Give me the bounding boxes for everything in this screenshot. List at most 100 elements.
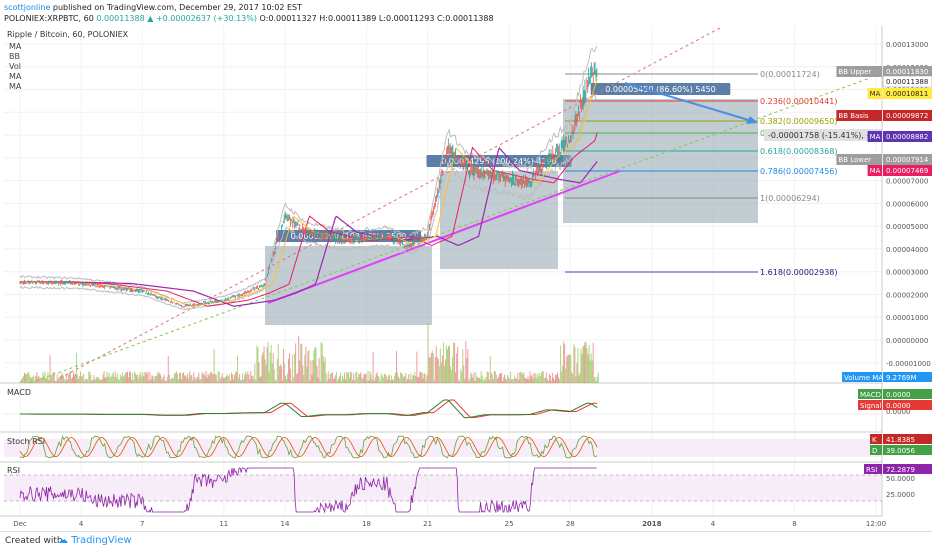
volume-bar: [184, 375, 186, 383]
volume-bar: [521, 372, 523, 383]
volume-bar: [312, 359, 314, 383]
volume-bar: [318, 357, 320, 383]
volume-bar: [138, 378, 140, 383]
volume-bar: [364, 374, 366, 383]
projection-arrow-head: [746, 116, 758, 124]
volume-bar: [90, 374, 92, 383]
volume-bar: [338, 375, 340, 383]
volume-bar: [593, 378, 595, 383]
volume-bar: [202, 372, 204, 383]
volume-bar: [563, 341, 565, 383]
volume-bar: [525, 378, 527, 383]
volume-bar: [373, 380, 375, 383]
volume-bar: [569, 354, 571, 383]
volume-bar: [185, 375, 187, 383]
volume-bar: [490, 372, 492, 383]
price-label-name-bg: [836, 110, 882, 121]
volume-bar: [248, 374, 250, 383]
volume-bar: [259, 377, 261, 383]
time-axis-tick: 12:00: [866, 520, 886, 528]
rsi-label-name-bg: [864, 464, 882, 474]
volume-bar: [66, 379, 68, 383]
volume-bar: [404, 376, 406, 383]
volume-bar: [33, 375, 35, 383]
rsi-axis-tick: 25.0000: [886, 491, 915, 499]
volume-bar: [47, 372, 49, 383]
price-label-value: 0.00008882: [886, 133, 928, 141]
macd-axis-tick: 0.0000: [886, 408, 911, 416]
volume-bar: [339, 372, 341, 383]
volume-bar: [286, 373, 288, 383]
volume-bar: [238, 378, 240, 383]
volume-bar: [388, 374, 390, 383]
volume-bar: [444, 359, 446, 383]
volume-bar: [204, 375, 206, 383]
volume-bar: [556, 375, 558, 383]
volume-bar: [362, 378, 364, 383]
volume-bar: [420, 372, 422, 383]
volume-bar: [272, 353, 274, 383]
volume-bar: [124, 372, 126, 383]
volume-bar: [117, 378, 119, 383]
volume-bar: [559, 379, 561, 383]
volume-bar: [564, 344, 566, 383]
volume-bar: [227, 376, 229, 383]
volume-bar: [298, 335, 300, 383]
volume-bar: [175, 371, 177, 383]
price-axis-tick: 0.00001000: [886, 314, 928, 322]
volume-bar: [105, 376, 107, 383]
volume-bar: [128, 377, 130, 383]
ma-mid-line: [20, 132, 598, 307]
volume-bar: [455, 372, 457, 383]
volume-bar: [575, 376, 577, 383]
volume-bar: [116, 373, 118, 383]
volume-bar: [484, 379, 486, 383]
volume-bar: [293, 377, 295, 383]
volume-bar: [523, 372, 525, 383]
author-link[interactable]: scottjonline: [4, 3, 51, 12]
fib-level-label: 1.618(0.00002938): [760, 268, 838, 277]
volume-bar: [278, 366, 280, 383]
ohlc-values: O:0.00011327 H:0.00011389 L:0.00011293 C…: [259, 14, 494, 23]
volume-bar: [479, 379, 481, 383]
volume-bar: [450, 366, 452, 383]
volume-bar: [39, 378, 41, 383]
volume-bar: [504, 374, 506, 383]
volume-bar: [503, 377, 505, 383]
volume-bar: [57, 378, 59, 383]
volume-bar: [334, 375, 336, 383]
volume-bar: [34, 380, 36, 383]
price-label-name-bg: [867, 131, 882, 142]
volume-bar: [113, 376, 115, 383]
volume-bar: [261, 354, 263, 383]
volume-bar: [471, 374, 473, 383]
volume-bar: [265, 364, 267, 383]
ma-slow-line: [20, 147, 598, 307]
volume-bar: [151, 375, 153, 383]
price-change: ▲ +0.00002637 (+30.13%): [147, 14, 257, 23]
volume-bar: [55, 380, 57, 383]
volume-bar: [174, 372, 176, 383]
rsi-label-value: 72.2879: [886, 466, 915, 474]
volume-bar: [247, 371, 249, 383]
time-axis-tick: 25: [505, 520, 514, 528]
volume-bar: [250, 371, 252, 383]
volume-bar: [45, 378, 47, 383]
volume-bar: [195, 379, 197, 383]
volume-bar: [476, 376, 478, 383]
volume-bar: [445, 345, 447, 383]
volume-bar: [134, 371, 136, 383]
volume-bar: [307, 351, 309, 383]
volume-bar: [120, 376, 122, 383]
volume-bar: [474, 380, 476, 383]
volume-bar: [219, 379, 221, 383]
volume-bar: [491, 374, 493, 383]
tradingview-logo[interactable]: ☁ TradingView: [58, 535, 132, 546]
volume-bar: [236, 371, 238, 383]
measure-label: 0.00004296 (100.24%) 4296: [441, 157, 557, 166]
price-label-bg: [883, 88, 932, 99]
volume-bar: [579, 372, 581, 383]
volume-bar: [241, 380, 243, 383]
measure-label: 0.00005450 (86.60%) 5450: [605, 85, 716, 94]
